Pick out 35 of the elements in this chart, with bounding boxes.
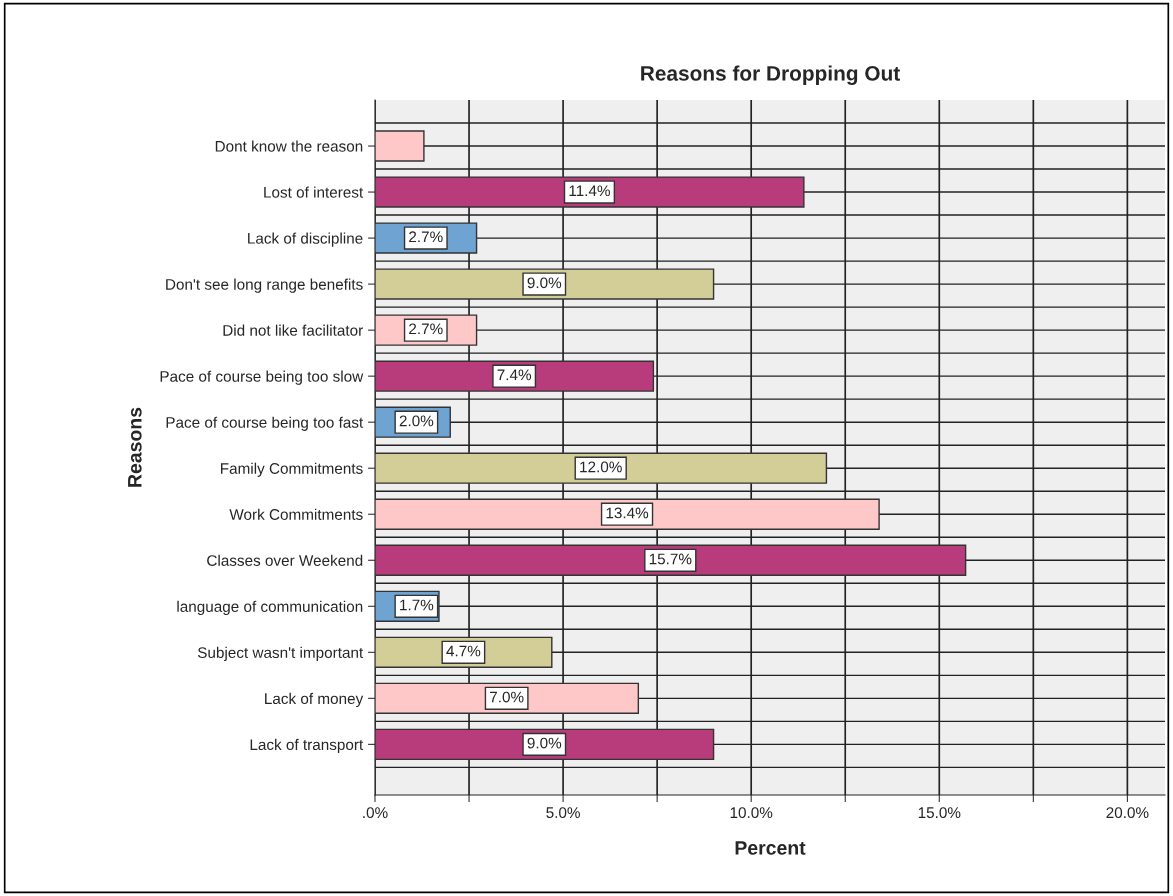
y-tick-label: language of communication (177, 600, 363, 615)
y-tick-label: Lost of interest (264, 186, 364, 198)
data-label: 1.7% (400, 599, 434, 611)
data-label: 7.4% (497, 369, 532, 381)
data-label: 2.7% (409, 231, 443, 243)
y-tick-label: Lack of money (265, 692, 364, 708)
data-label: 11.4% (569, 185, 610, 197)
data-label: 4.7% (446, 645, 481, 657)
y-tick-label: Lack of transport (250, 738, 364, 754)
y-tick-label: Work Commitments (229, 508, 363, 520)
data-label: 13.4% (606, 507, 649, 519)
y-tick-label: Classes over Weekend (207, 554, 363, 566)
y-tick-label: Pace of course being too fast (166, 416, 364, 431)
chart-title: Reasons for Dropping Out (641, 65, 900, 85)
y-tick-label: Pace of course being too slow (160, 370, 364, 385)
y-tick-label: Family Commitments (221, 462, 363, 477)
data-label: 7.0% (490, 691, 524, 703)
y-axis-title: Reasons (128, 407, 142, 487)
y-tick-label: Don't see long range benefits (166, 278, 363, 293)
y-tick-label: Lack of discipline (248, 232, 363, 247)
data-label: 2.0% (399, 415, 434, 427)
y-tick-label: Dont know the reason (215, 140, 363, 152)
x-tick-label: .0% (363, 807, 388, 819)
data-label: 15.7% (649, 553, 692, 565)
x-axis-title: Percent (735, 841, 806, 855)
x-tick-label: 15.0% (918, 807, 961, 819)
x-tick-label: 10.0% (730, 807, 773, 819)
y-tick-label: Subject wasn't important (197, 646, 364, 662)
data-label: 2.7% (409, 323, 443, 335)
x-tick-label: 20.0% (1106, 807, 1149, 819)
x-tick-label: 5.0% (546, 807, 580, 819)
y-tick-label: Did not like facilitator (223, 324, 363, 336)
data-label: 9.0% (527, 737, 562, 749)
data-label: 12.0% (580, 461, 622, 473)
data-label: 9.0% (527, 277, 562, 289)
